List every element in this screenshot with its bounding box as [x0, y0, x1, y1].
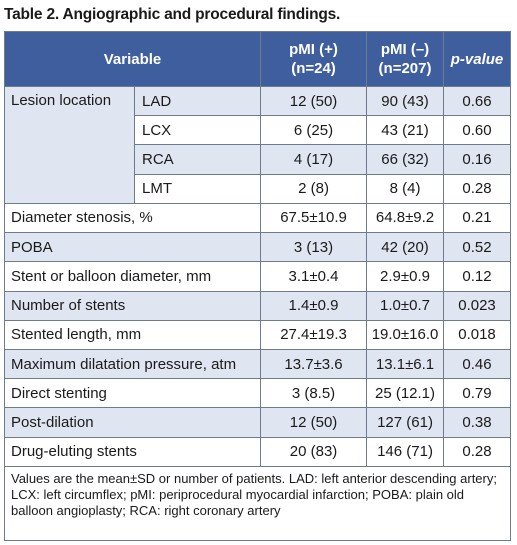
- cell-pmi-negative: 19.0±16.0: [366, 319, 445, 350]
- cell-pmi-negative: 25 (12.1): [366, 378, 445, 409]
- header-row: Variable pMI (+) (n=24) pMI (–) (n=207) …: [3, 31, 512, 87]
- table-row: RCA 4 (17) 66 (32) 0.16: [5, 144, 512, 175]
- row-label: Diameter stenosis, %: [3, 202, 262, 234]
- cell-pvalue: 0.16: [443, 144, 512, 175]
- cell-pmi-positive: 13.7±3.6: [260, 348, 368, 380]
- header-pmi-positive: pMI (+) (n=24): [260, 31, 368, 87]
- table-row: LMT 2 (8) 8 (4) 0.28: [5, 173, 512, 204]
- table-row: Direct stenting 3 (8.5) 25 (12.1) 0.79: [3, 378, 512, 409]
- cell-pmi-positive: 2 (8): [260, 173, 368, 204]
- table-row: Diameter stenosis, % 67.5±10.9 64.8±9.2 …: [3, 202, 512, 234]
- lesion-sub-label: LMT: [133, 173, 262, 204]
- cell-pmi-positive: 4 (17): [260, 144, 368, 175]
- cell-pvalue: 0.79: [443, 378, 512, 409]
- table-footnote: Values are the mean±SD or number of pati…: [3, 466, 512, 541]
- header-pmi-negative: pMI (–) (n=207): [366, 31, 445, 87]
- lesion-location-label: Lesion location: [4, 86, 135, 204]
- lesion-sub-label: LCX: [133, 115, 262, 146]
- cell-pmi-positive: 3 (13): [260, 232, 368, 263]
- cell-pmi-positive: 3 (8.5): [260, 378, 368, 409]
- cell-pmi-negative: 2.9±0.9: [366, 261, 445, 292]
- cell-pmi-positive: 12 (50): [260, 85, 368, 117]
- table-row: Number of stents 1.4±0.9 1.0±0.7 0.023: [3, 290, 512, 321]
- row-label: Direct stenting: [3, 378, 262, 409]
- table-row: LCX 6 (25) 43 (21) 0.60: [5, 115, 512, 146]
- findings-table: Variable pMI (+) (n=24) pMI (–) (n=207) …: [3, 31, 512, 541]
- cell-pmi-negative: 66 (32): [366, 144, 445, 175]
- cell-pvalue: 0.12: [443, 261, 512, 292]
- lesion-sub-label: RCA: [133, 144, 262, 175]
- cell-pmi-positive: 67.5±10.9: [260, 202, 368, 234]
- table-row: Stented length, mm 27.4±19.3 19.0±16.0 0…: [3, 319, 512, 350]
- cell-pmi-negative: 13.1±6.1: [366, 348, 445, 380]
- row-label: Stent or balloon diameter, mm: [3, 261, 262, 292]
- table-row: Lesion location LAD 12 (50) 90 (43) 0.66: [4, 85, 512, 204]
- cell-pvalue: 0.28: [443, 436, 512, 468]
- table-row: POBA 3 (13) 42 (20) 0.52: [3, 232, 512, 263]
- header-pmi-positive-label: pMI (+): [289, 41, 338, 58]
- header-pmi-positive-n: (n=24): [291, 60, 336, 77]
- cell-pvalue: 0.023: [443, 290, 512, 321]
- row-label: Maximum dilatation pressure, atm: [3, 348, 262, 380]
- cell-pmi-positive: 12 (50): [260, 407, 368, 438]
- cell-pmi-negative: 127 (61): [366, 407, 445, 438]
- cell-pvalue: 0.60: [443, 115, 512, 146]
- cell-pmi-positive: 1.4±0.9: [260, 290, 368, 321]
- cell-pvalue: 0.46: [443, 348, 512, 380]
- cell-pmi-positive: 20 (83): [260, 436, 368, 468]
- header-variable: Variable: [3, 31, 262, 87]
- cell-pvalue: 0.66: [443, 85, 512, 117]
- cell-pmi-negative: 42 (20): [366, 232, 445, 263]
- cell-pmi-positive: 3.1±0.4: [260, 261, 368, 292]
- cell-pmi-negative: 43 (21): [366, 115, 445, 146]
- header-pmi-negative-n: (n=207): [378, 60, 432, 77]
- cell-pmi-positive: 27.4±19.3: [260, 319, 368, 350]
- cell-pmi-positive: 6 (25): [260, 115, 368, 146]
- cell-pmi-negative: 146 (71): [366, 436, 445, 468]
- cell-pmi-negative: 8 (4): [366, 173, 445, 204]
- cell-pvalue: 0.21: [443, 202, 512, 234]
- cell-pvalue: 0.018: [443, 319, 512, 350]
- cell-pmi-negative: 90 (43): [366, 85, 445, 117]
- row-label: Stented length, mm: [3, 319, 262, 350]
- cell-pvalue: 0.52: [443, 232, 512, 263]
- header-pmi-negative-label: pMI (–): [380, 41, 430, 58]
- cell-pvalue: 0.28: [443, 173, 512, 204]
- lesion-sub-label: LAD: [133, 85, 262, 117]
- cell-pvalue: 0.38: [443, 407, 512, 438]
- header-pvalue: p-value: [443, 31, 512, 87]
- row-label: Number of stents: [3, 290, 262, 321]
- cell-pmi-negative: 1.0±0.7: [366, 290, 445, 321]
- table-row: Drug-eluting stents 20 (83) 146 (71) 0.2…: [3, 436, 512, 468]
- cell-pmi-negative: 64.8±9.2: [366, 202, 445, 234]
- table-caption: Table 2. Angiographic and procedural fin…: [4, 6, 341, 23]
- table-row: Post-dilation 12 (50) 127 (61) 0.38: [3, 407, 512, 438]
- table-row: Maximum dilatation pressure, atm 13.7±3.…: [3, 348, 512, 380]
- row-label: Drug-eluting stents: [3, 436, 262, 468]
- row-label: POBA: [3, 232, 262, 263]
- table-row: Stent or balloon diameter, mm 3.1±0.4 2.…: [3, 261, 512, 292]
- footnote-row: Values are the mean±SD or number of pati…: [3, 466, 512, 541]
- row-label: Post-dilation: [3, 407, 262, 438]
